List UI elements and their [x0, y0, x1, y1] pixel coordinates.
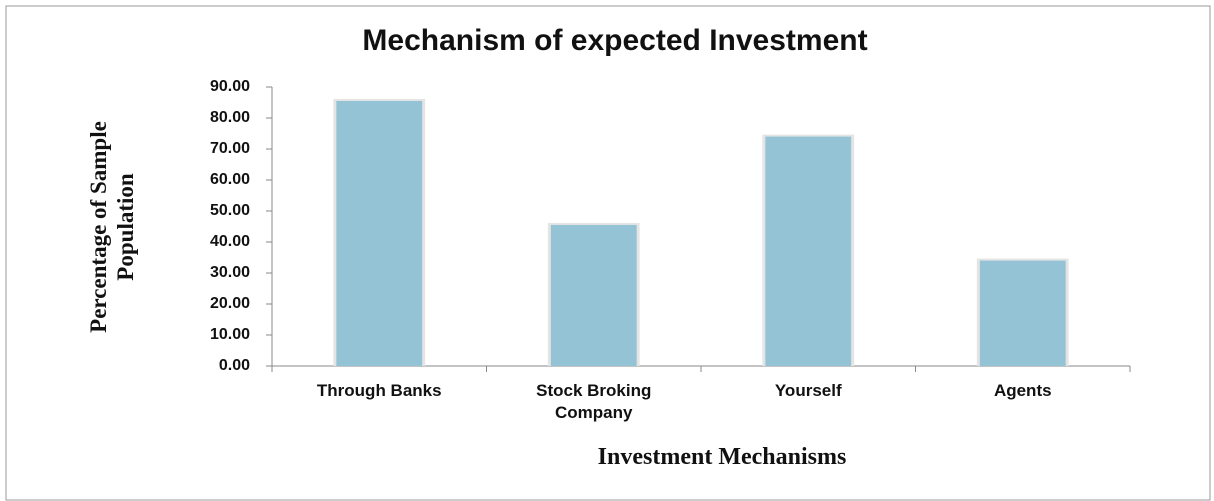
- y-tick-label: 70.00: [210, 140, 250, 157]
- y-tick-label: 60.00: [210, 171, 250, 188]
- chart-title: Mechanism of expected Investment: [362, 24, 867, 57]
- x-axis-label: Investment Mechanisms: [597, 444, 847, 470]
- y-tick-label: 30.00: [210, 264, 250, 281]
- y-tick-label: 40.00: [210, 233, 250, 250]
- y-tick-label: 0.00: [219, 357, 250, 374]
- bar: [336, 100, 423, 366]
- y-tick-label: 90.00: [210, 78, 250, 95]
- y-tick-label: 20.00: [210, 295, 250, 312]
- x-tick-label: Stock Broking Company: [536, 381, 652, 422]
- bar: [765, 136, 852, 366]
- x-tick-label: Agents: [993, 381, 1052, 400]
- frame: [5, 5, 1211, 501]
- y-tick-label: 80.00: [210, 109, 250, 126]
- x-tick-label: Yourself: [774, 381, 842, 400]
- y-tick-label: 10.00: [210, 326, 250, 343]
- bar: [979, 260, 1066, 366]
- bar: [550, 224, 637, 366]
- y-axis-label: Percentage of Sample Population: [86, 121, 138, 333]
- x-tick-label: Through Banks: [316, 381, 442, 400]
- y-tick-label: 50.00: [210, 202, 250, 219]
